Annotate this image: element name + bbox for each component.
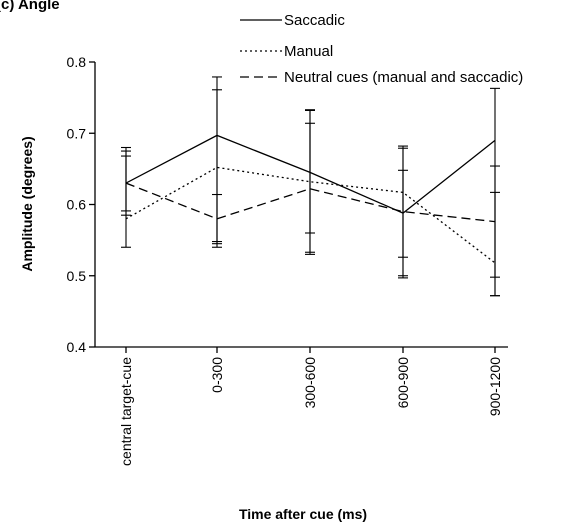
series-dashed [121,109,500,278]
x-tick-label: 300-600 [302,357,318,409]
series-line-dashed [125,182,496,223]
series-line-dotted [125,166,496,264]
y-tick-label: 0.6 [67,197,87,213]
y-tick-label: 0.5 [67,268,87,284]
y-tick-label: 0.4 [67,339,87,355]
x-tick-label: 600-900 [395,357,411,409]
legend: Saccadic Manual Neutral cues (manual and s… [240,12,523,86]
legend-label: Neutral cues (manual and saccadic) [284,69,523,86]
panel-label: (c) Angle [0,0,60,13]
x-tick-label: central target-cue [118,357,134,466]
x-axis: central target-cue 0-300 300-600 600-900 900… [95,346,508,466]
y-axis-title: Amplitude (degrees) [19,136,35,271]
series-layer [121,76,500,297]
y-tick-label: 0.8 [67,54,87,70]
y-tick-label: 0.7 [67,125,87,141]
legend-label: Saccadic [284,12,345,29]
x-tick-label: 900-1200 [487,357,503,416]
x-axis-title: Time after cue (ms) [239,506,367,522]
y-axis: 0.4 0.5 0.6 0.7 0.8 [67,54,96,355]
x-tick-label: 0-300 [209,357,225,393]
legend-label: Manual [284,43,333,60]
